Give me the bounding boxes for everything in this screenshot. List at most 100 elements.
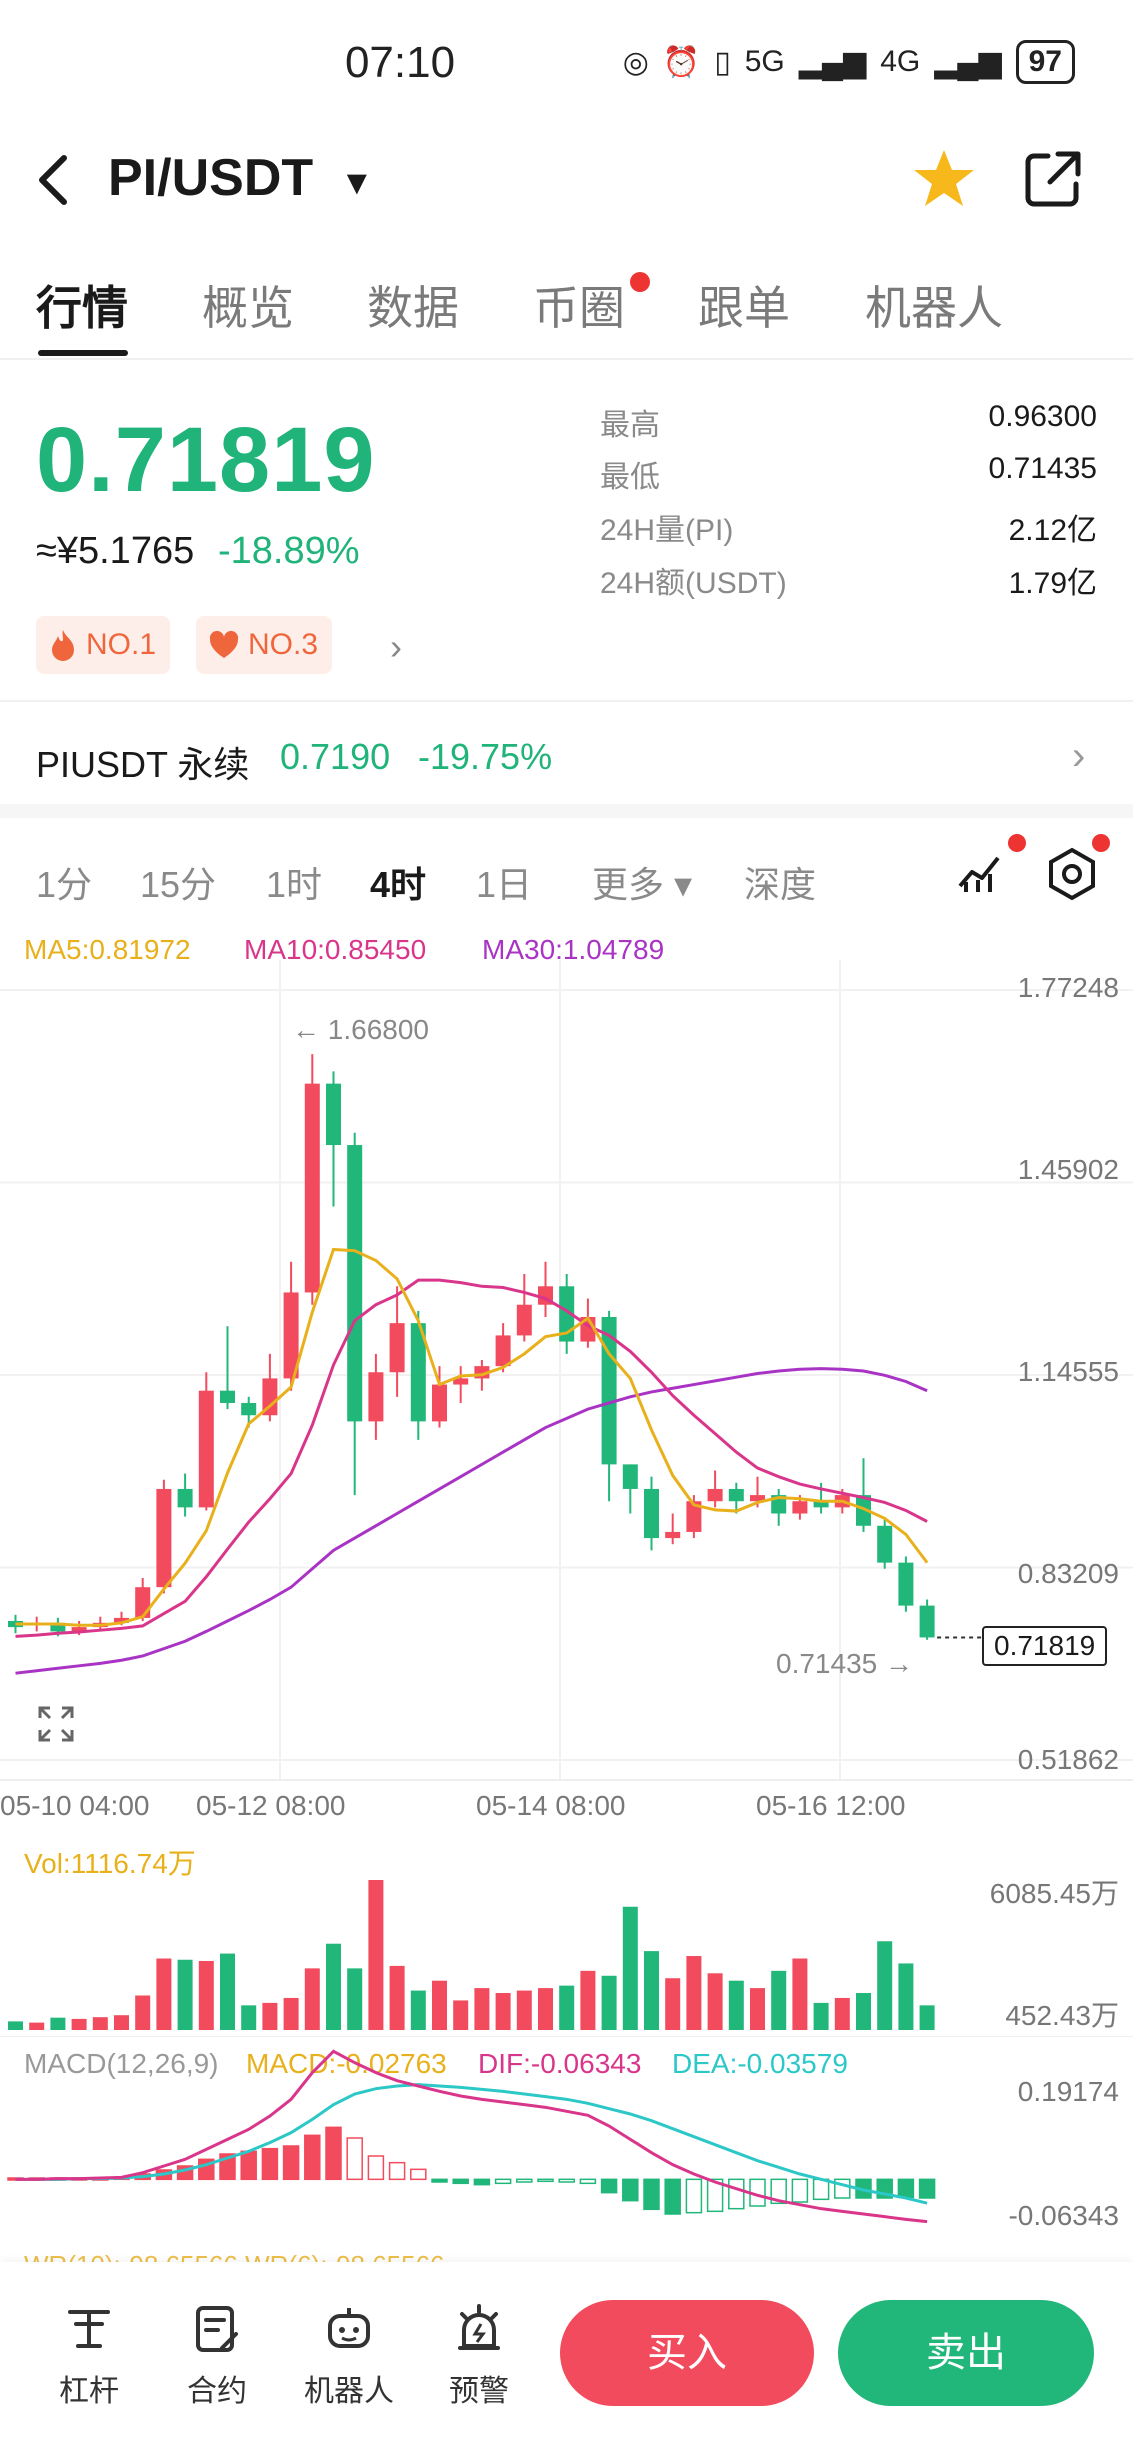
interval-15m[interactable]: 15分	[140, 864, 217, 905]
network-4g: 4G	[880, 45, 921, 78]
candle-body	[728, 1488, 744, 1502]
perpetual-name[interactable]: PIUSDT 永续	[36, 744, 250, 785]
interval-4h[interactable]: 4时	[370, 864, 427, 905]
volume-bar	[135, 1995, 151, 2030]
stat-low-value: 0.71435	[988, 452, 1097, 485]
buy-button[interactable]: 买入	[560, 2300, 814, 2406]
volume-bar	[601, 1975, 617, 2030]
interval-more[interactable]: 更多 ▾	[592, 864, 693, 905]
cny-price: ≈¥5.1765	[36, 530, 195, 572]
favorite-star-icon[interactable]	[912, 146, 976, 210]
volume-bar	[834, 1997, 850, 2030]
stat-high-label: 最高	[600, 409, 660, 442]
candle-body	[283, 1292, 299, 1379]
nav-label: 合约	[187, 2375, 247, 2408]
macd-bar	[494, 2178, 512, 2185]
nav-bots[interactable]: 机器人	[294, 2302, 404, 2410]
last-price: 0.71819	[36, 409, 376, 511]
fullscreen-icon[interactable]	[36, 1704, 76, 1744]
tab-bots[interactable]: 机器人	[865, 282, 1003, 334]
rank-badge-hot[interactable]: NO.1	[36, 616, 171, 674]
volume-bar	[474, 1988, 490, 2030]
ma30-line	[15, 1367, 928, 1675]
stat-turnover-label: 24H额(USDT)	[600, 567, 787, 600]
y-tick: 0.83209	[1017, 1558, 1119, 1589]
stat-volume-value: 2.12亿	[1008, 514, 1097, 547]
interval-1h[interactable]: 1时	[266, 864, 323, 905]
dif-line	[15, 2049, 928, 2224]
tab-overview[interactable]: 概览	[202, 282, 294, 334]
volume-bar	[750, 1988, 765, 2030]
macd-bar	[770, 2178, 787, 2205]
macd-bar	[452, 2178, 469, 2185]
macd-bar	[304, 2134, 321, 2181]
candle-body	[856, 1495, 871, 1526]
macd-axis-min: -0.06343	[1008, 2200, 1119, 2231]
volume-bar	[877, 1941, 893, 2030]
macd-bar	[579, 2178, 597, 2185]
volume-bar	[495, 1993, 511, 2030]
x-tick: 05-12 08:00	[196, 1790, 346, 1821]
nav-margin[interactable]: 杠杆	[34, 2302, 144, 2410]
candle-body	[898, 1562, 914, 1606]
pair-dropdown-icon[interactable]: ▼	[340, 164, 374, 202]
data-saver-icon: ◎	[622, 45, 649, 79]
macd-bar	[791, 2178, 809, 2203]
pair-title[interactable]: PI/USDT	[108, 149, 314, 207]
volume-bar	[283, 1997, 299, 2030]
macd-bar	[473, 2178, 491, 2186]
volume-bar	[92, 2017, 108, 2030]
candle-body	[686, 1501, 702, 1532]
back-arrow-icon[interactable]	[30, 150, 80, 210]
chevron-right-icon[interactable]: ›	[1072, 734, 1086, 778]
sell-button[interactable]: 卖出	[838, 2300, 1094, 2406]
x-tick: 05-16 12:00	[756, 1790, 906, 1821]
signal-icon: ▂▄▆	[798, 45, 867, 79]
stat-low-label: 最低	[600, 461, 660, 494]
macd-bar	[367, 2155, 385, 2181]
interval-depth[interactable]: 深度	[744, 864, 817, 905]
candle-body	[516, 1304, 532, 1336]
chevron-right-icon[interactable]: ›	[390, 626, 402, 667]
candle-body	[220, 1390, 235, 1403]
macd-bar	[558, 2178, 575, 2183]
status-icons: ◎ ⏰ ▯ 5G ▂▄▆ 4G ▂▄▆ 97	[623, 40, 1075, 84]
signal-icon-2: ▂▄▆	[934, 45, 1002, 79]
kline-chart[interactable]	[0, 960, 1133, 1840]
macd-bar	[325, 2126, 342, 2181]
battery-level: 97	[1015, 40, 1075, 84]
macd-bar	[431, 2178, 448, 2183]
candle-body	[495, 1335, 511, 1367]
settings-hexagon-icon[interactable]	[1044, 846, 1100, 902]
macd-bar	[622, 2178, 639, 2202]
x-tick: 05-10 04:00	[0, 1790, 150, 1821]
candle-body	[135, 1587, 151, 1618]
y-tick: 1.14555	[1017, 1356, 1119, 1387]
indicator-icon[interactable]	[956, 846, 1006, 896]
macd-bar	[643, 2178, 660, 2211]
candle-body	[177, 1488, 193, 1508]
interval-1d[interactable]: 1日	[476, 864, 533, 905]
notification-dot	[1092, 834, 1110, 852]
tab-copy-trading[interactable]: 跟单	[698, 282, 790, 334]
interval-1m[interactable]: 1分	[36, 864, 93, 905]
nav-alerts[interactable]: 预警	[424, 2302, 534, 2410]
candle-body	[389, 1323, 405, 1373]
candle-body	[71, 1627, 87, 1632]
section-divider	[0, 804, 1133, 818]
volume-bar	[665, 1978, 681, 2030]
macd-bar	[388, 2161, 406, 2181]
nav-futures[interactable]: 合约	[162, 2302, 272, 2410]
status-time: 07:10	[344, 38, 456, 87]
rank-badge-favorite[interactable]: NO.3	[196, 616, 333, 674]
volume-axis-min: 452.43万	[1005, 2000, 1119, 2031]
volume-bar	[262, 2002, 278, 2030]
tab-data[interactable]: 数据	[367, 282, 459, 334]
tab-coin-circle[interactable]: 币圈	[533, 282, 625, 334]
tab-market[interactable]: 行情	[36, 282, 128, 334]
macd-bar	[516, 2178, 533, 2183]
macd-bar	[664, 2178, 681, 2215]
share-icon[interactable]	[1022, 148, 1084, 210]
macd-bar	[240, 2150, 257, 2181]
macd-bar	[685, 2178, 703, 2214]
